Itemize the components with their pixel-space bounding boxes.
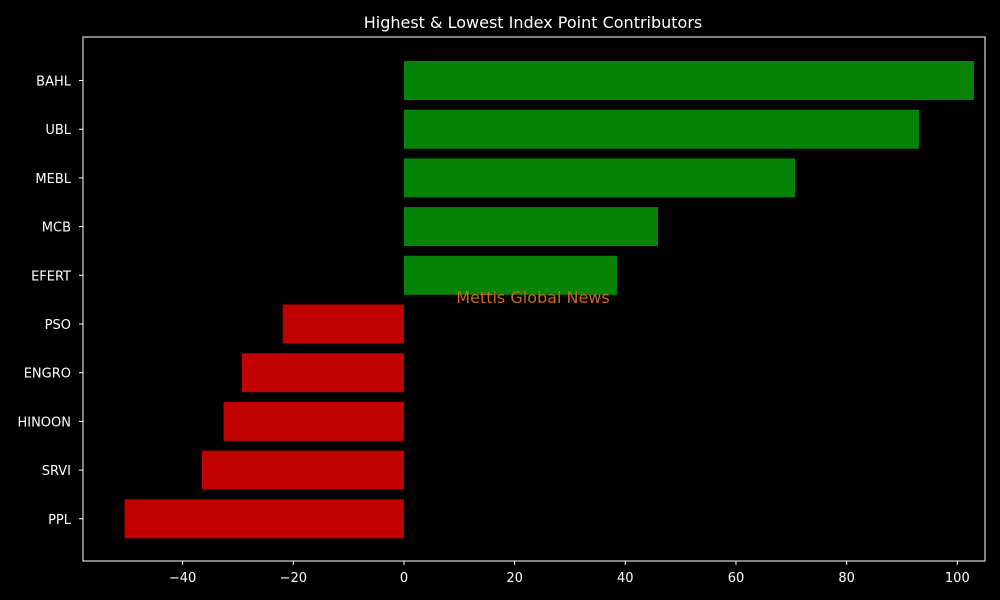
- y-tick-label: MEBL: [35, 172, 71, 187]
- y-tick-label: HINOON: [17, 415, 71, 430]
- y-tick-label: EFERT: [31, 269, 71, 284]
- y-tick-label: ENGRO: [24, 367, 71, 382]
- y-axis: BAHL UBL MEBL MCB EFERT PSO ENGRO HINOON SRVI PPL: [17, 75, 83, 528]
- x-tick-label: 40: [617, 571, 634, 586]
- bar-mcb: [403, 207, 658, 247]
- x-tick-label: 60: [728, 571, 745, 586]
- bar-pso: [282, 304, 404, 344]
- x-tick-label: 100: [945, 571, 970, 586]
- bars-layer: [124, 61, 974, 539]
- y-tick-label: PPL: [48, 513, 72, 528]
- x-tick-label: −20: [280, 571, 307, 586]
- bar-bahl: [403, 61, 974, 100]
- x-tick-label: 80: [838, 571, 855, 586]
- bar-mebl: [403, 158, 796, 198]
- bar-engro: [241, 353, 404, 393]
- bar-ubl: [403, 109, 920, 149]
- x-axis: −40 −20 0 20 40 60 80 100: [169, 561, 970, 586]
- plot-frame: [82, 36, 986, 562]
- bar-hinoon: [223, 401, 404, 441]
- x-tick-label: −40: [169, 571, 196, 586]
- chart-title: Highest & Lowest Index Point Contributor…: [364, 13, 703, 32]
- watermark-text: Mettis Global News: [456, 288, 609, 307]
- y-tick-label: BAHL: [36, 75, 72, 90]
- bar-ppl: [124, 499, 404, 539]
- bar-srvi: [201, 450, 404, 490]
- y-tick-label: SRVI: [42, 464, 71, 479]
- y-tick-label: MCB: [42, 221, 71, 236]
- bar-efert: [403, 255, 618, 295]
- x-tick-label: 20: [506, 571, 523, 586]
- y-tick-label: PSO: [45, 318, 71, 333]
- x-tick-label: 0: [400, 571, 408, 586]
- y-tick-label: UBL: [45, 123, 71, 138]
